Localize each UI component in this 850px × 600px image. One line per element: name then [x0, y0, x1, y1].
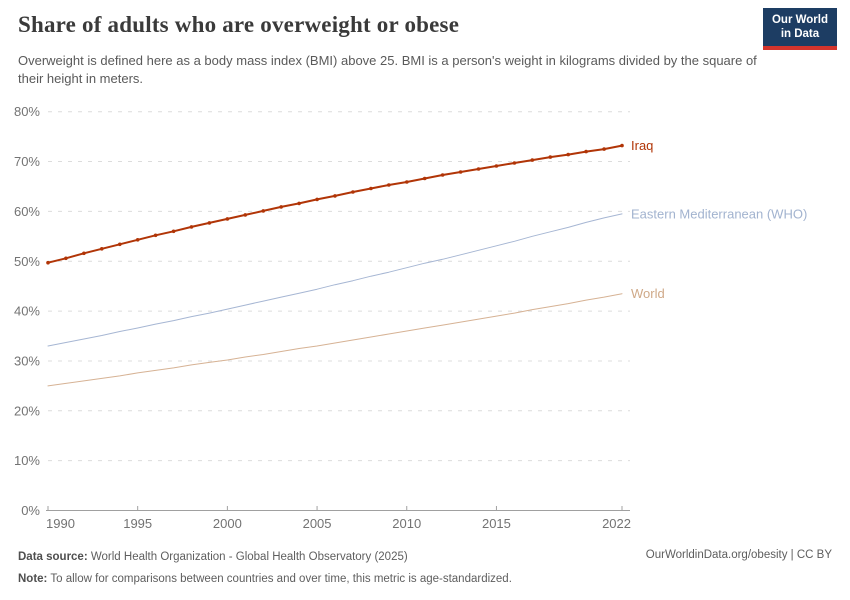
data-point-iraq[interactable] [279, 205, 284, 209]
series-line-iraq[interactable] [47, 144, 623, 264]
owid-logo[interactable]: Our World in Data [762, 8, 837, 50]
page-subtitle: Overweight is defined here as a body mas… [18, 53, 757, 86]
series-line-world[interactable] [47, 293, 623, 387]
data-point-iraq[interactable] [494, 164, 499, 168]
data-point-iraq[interactable] [153, 233, 158, 238]
y-axis-tick-label: 30% [14, 353, 40, 368]
owid-logo-line1: Our World [771, 14, 828, 26]
series-line-eastern-mediterranean-who[interactable] [47, 213, 623, 347]
owid-logo-line2: in Data [780, 28, 820, 41]
y-axis-tick-label: 10% [14, 453, 40, 468]
data-point-iraq[interactable] [440, 173, 445, 177]
note-line: Note: To allow for comparisons between c… [18, 569, 512, 591]
x-axis-tick-label: 2022 [602, 516, 631, 531]
y-axis-tick-label: 80% [14, 104, 40, 119]
data-point-iraq[interactable] [315, 197, 319, 202]
data-point-iraq[interactable] [387, 183, 391, 187]
data-point-iraq[interactable] [458, 170, 463, 174]
data-point-iraq[interactable] [548, 155, 553, 159]
data-point-iraq[interactable] [476, 167, 481, 171]
data-point-iraq[interactable] [135, 238, 140, 242]
data-point-iraq[interactable] [82, 251, 86, 256]
credit-link[interactable]: OurWorldinData.org/obesity | CC BY [645, 549, 832, 561]
x-axis-tick-label: 2010 [392, 516, 421, 531]
data-point-iraq[interactable] [225, 217, 230, 221]
data-point-iraq[interactable] [602, 147, 606, 151]
data-point-iraq[interactable] [207, 221, 212, 225]
data-point-iraq[interactable] [118, 242, 122, 247]
data-source-text: World Health Organization - Global Healt… [90, 551, 408, 563]
data-point-iraq[interactable] [46, 260, 50, 265]
data-point-iraq[interactable] [243, 213, 248, 217]
data-point-iraq[interactable] [369, 186, 373, 191]
data-point-iraq[interactable] [584, 149, 588, 154]
data-point-iraq[interactable] [297, 201, 301, 206]
data-source-label: Data source: [18, 551, 88, 563]
series-label-iraq: Iraq [631, 138, 653, 153]
note-text: To allow for comparisons between countri… [50, 572, 512, 585]
line-chart[interactable]: 0% 10% 20% 30% 40% 50% 60% 70% 80% 1990 1995 2000 20… [0, 90, 850, 535]
data-point-iraq[interactable] [530, 158, 535, 162]
data-point-iraq[interactable] [566, 152, 570, 157]
data-point-iraq[interactable] [171, 229, 176, 234]
y-axis-tick-label: 40% [14, 304, 40, 319]
y-axis-tick-label: 20% [14, 403, 40, 418]
x-axis-tick-label: 2015 [482, 516, 511, 531]
y-axis-tick-label: 50% [14, 254, 40, 269]
page-title: Share of adults who are overweight or ob… [18, 12, 460, 37]
x-axis-tick-label: 2005 [303, 516, 332, 531]
data-point-iraq[interactable] [405, 180, 409, 184]
note-label: Note: [18, 572, 48, 585]
x-axis-tick-label: 2000 [213, 516, 242, 531]
data-point-iraq[interactable] [422, 176, 427, 181]
footer-left: Data source: World Health Organization -… [18, 547, 512, 591]
data-point-iraq[interactable] [620, 143, 624, 148]
data-point-iraq[interactable] [64, 256, 68, 261]
data-point-iraq[interactable] [512, 161, 517, 165]
y-axis-tick-label: 70% [14, 154, 40, 169]
data-point-iraq[interactable] [261, 209, 266, 213]
data-point-iraq[interactable] [100, 247, 104, 251]
data-source-line: Data source: World Health Organization -… [18, 547, 512, 569]
y-axis-tick-label: 0% [21, 503, 40, 518]
series-label-eastern-mediterranean-who: Eastern Mediterranean (WHO) [631, 206, 807, 221]
x-axis-tick-label: 1995 [123, 516, 152, 531]
y-axis-tick-label: 60% [14, 204, 40, 219]
data-point-iraq[interactable] [333, 194, 337, 198]
data-point-iraq[interactable] [189, 225, 194, 229]
series-label-world: World [631, 286, 665, 301]
data-point-iraq[interactable] [351, 190, 355, 194]
x-axis-tick-label: 1990 [46, 516, 75, 531]
